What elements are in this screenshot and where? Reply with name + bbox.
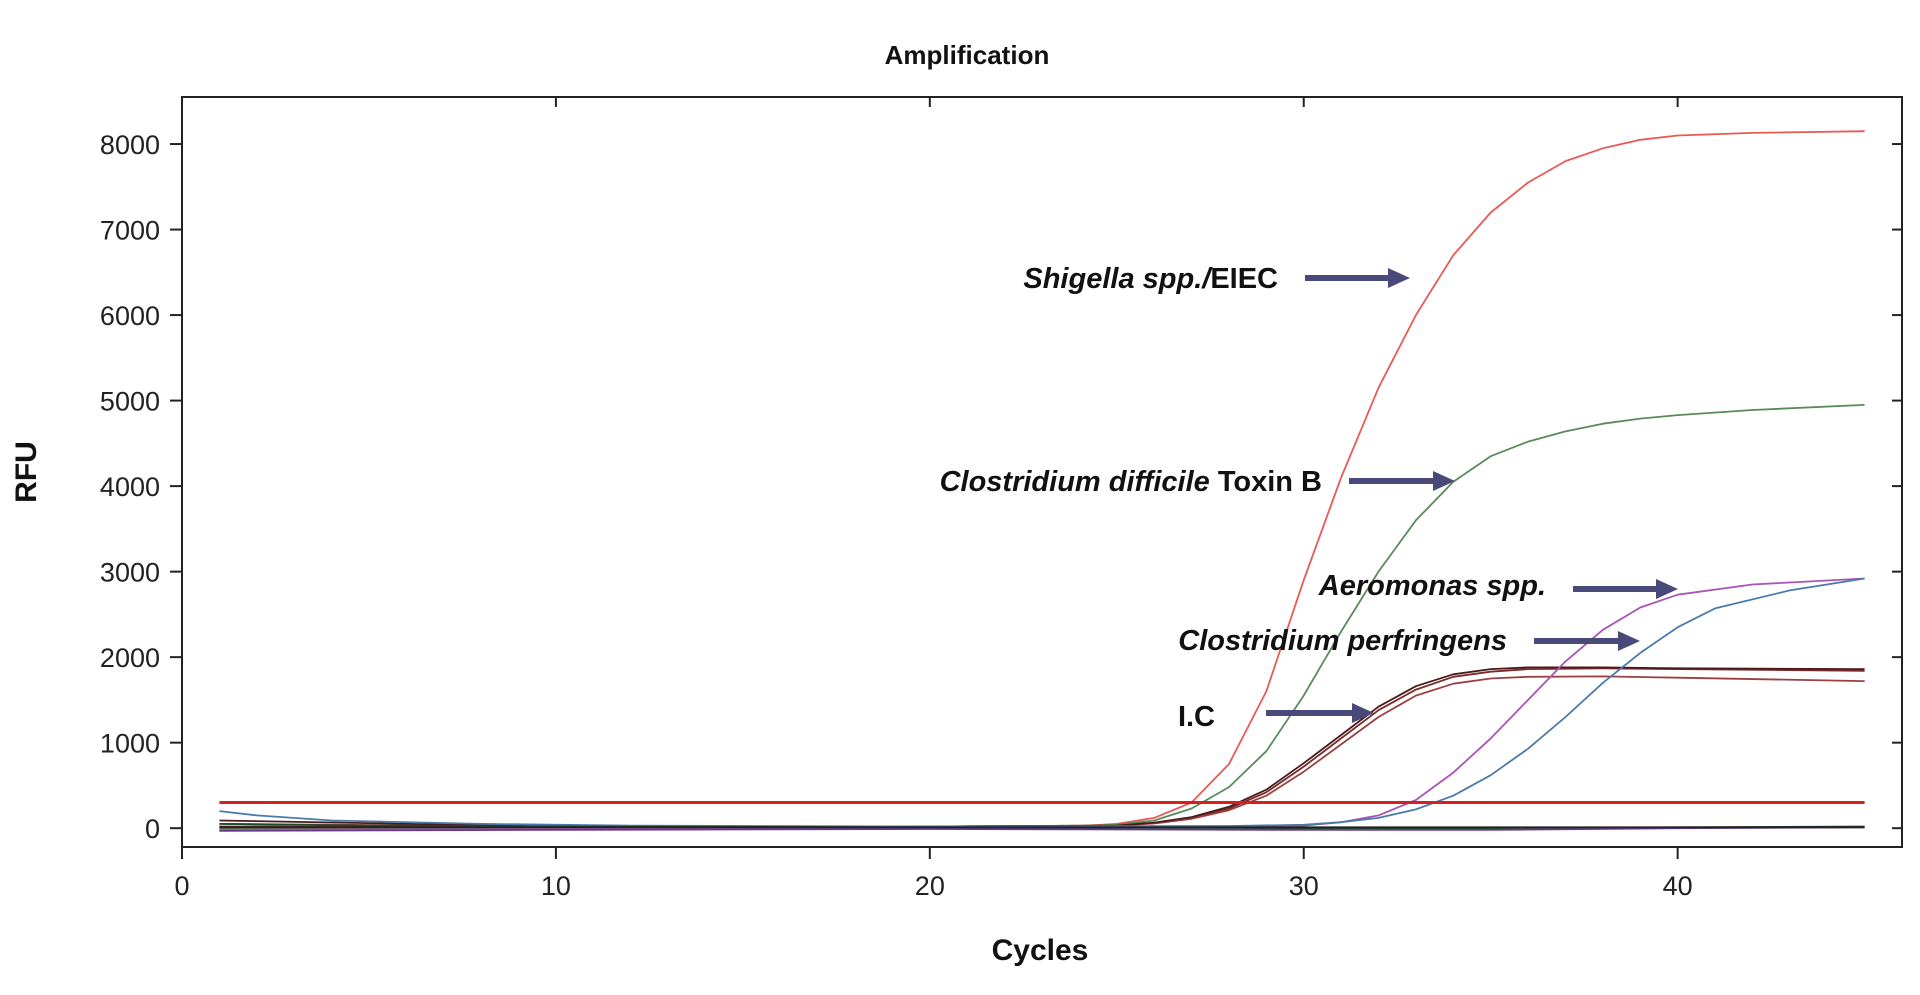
y-tick-label: 3000 xyxy=(100,558,160,588)
annotation-text-part: Clostridium difficile xyxy=(940,466,1210,498)
y-tick-label: 7000 xyxy=(100,216,160,246)
series-line-6 xyxy=(219,577,1865,831)
y-axis-label: RFU xyxy=(10,441,43,503)
annotation-arrow-head xyxy=(1618,631,1640,651)
axis-ticks: 0 10 20 30 40 0 1000 2000 3000 4000 5000 6000 7000 80… xyxy=(100,97,1902,901)
x-tick-label: 30 xyxy=(1289,871,1319,901)
annotation-text-part: Aeromonas spp. xyxy=(1318,570,1546,602)
x-tick-label: 10 xyxy=(541,871,571,901)
y-tick-label: 1000 xyxy=(100,729,160,759)
annotation-text-part: Toxin B xyxy=(1210,466,1322,498)
chart-title: Amplification xyxy=(885,40,1050,70)
annotations: Shigella spp./EIEC Clostridium difficile … xyxy=(940,263,1678,733)
annotation-text-part: Shigella spp./ xyxy=(1023,263,1213,295)
plot-area-frame xyxy=(181,96,1903,848)
annotation-label-3: Aeromonas spp. xyxy=(1318,570,1546,602)
x-tick-label: 20 xyxy=(915,871,945,901)
y-tick-label: 4000 xyxy=(100,472,160,502)
y-tick-label: 2000 xyxy=(100,643,160,673)
annotation-label-1: Shigella spp./EIEC xyxy=(1023,263,1278,295)
series-line-9 xyxy=(219,826,1865,832)
x-tick-label: 0 xyxy=(174,871,189,901)
x-tick-label: 40 xyxy=(1663,871,1693,901)
annotation-arrow-head xyxy=(1352,703,1374,723)
y-tick-label: 0 xyxy=(145,814,160,844)
annotation-text-part: Clostridium perfringens xyxy=(1178,625,1507,657)
series-lines xyxy=(219,130,1865,832)
series-line-7 xyxy=(219,577,1865,828)
y-tick-label: 5000 xyxy=(100,387,160,417)
annotation-label-5: I.C xyxy=(1178,701,1215,733)
annotation-arrow-head xyxy=(1433,471,1455,491)
x-axis-label: Cycles xyxy=(992,934,1089,967)
annotation-text-part: I.C xyxy=(1178,701,1215,733)
y-tick-label: 6000 xyxy=(100,301,160,331)
annotation-label-2: Clostridium difficile Toxin B xyxy=(940,466,1322,498)
annotation-label-4: Clostridium perfringens xyxy=(1178,625,1507,657)
annotation-text-part: EIEC xyxy=(1210,263,1278,295)
annotation-arrow-head xyxy=(1388,268,1410,288)
annotation-arrow-head xyxy=(1656,579,1678,599)
y-tick-label: 8000 xyxy=(100,130,160,160)
